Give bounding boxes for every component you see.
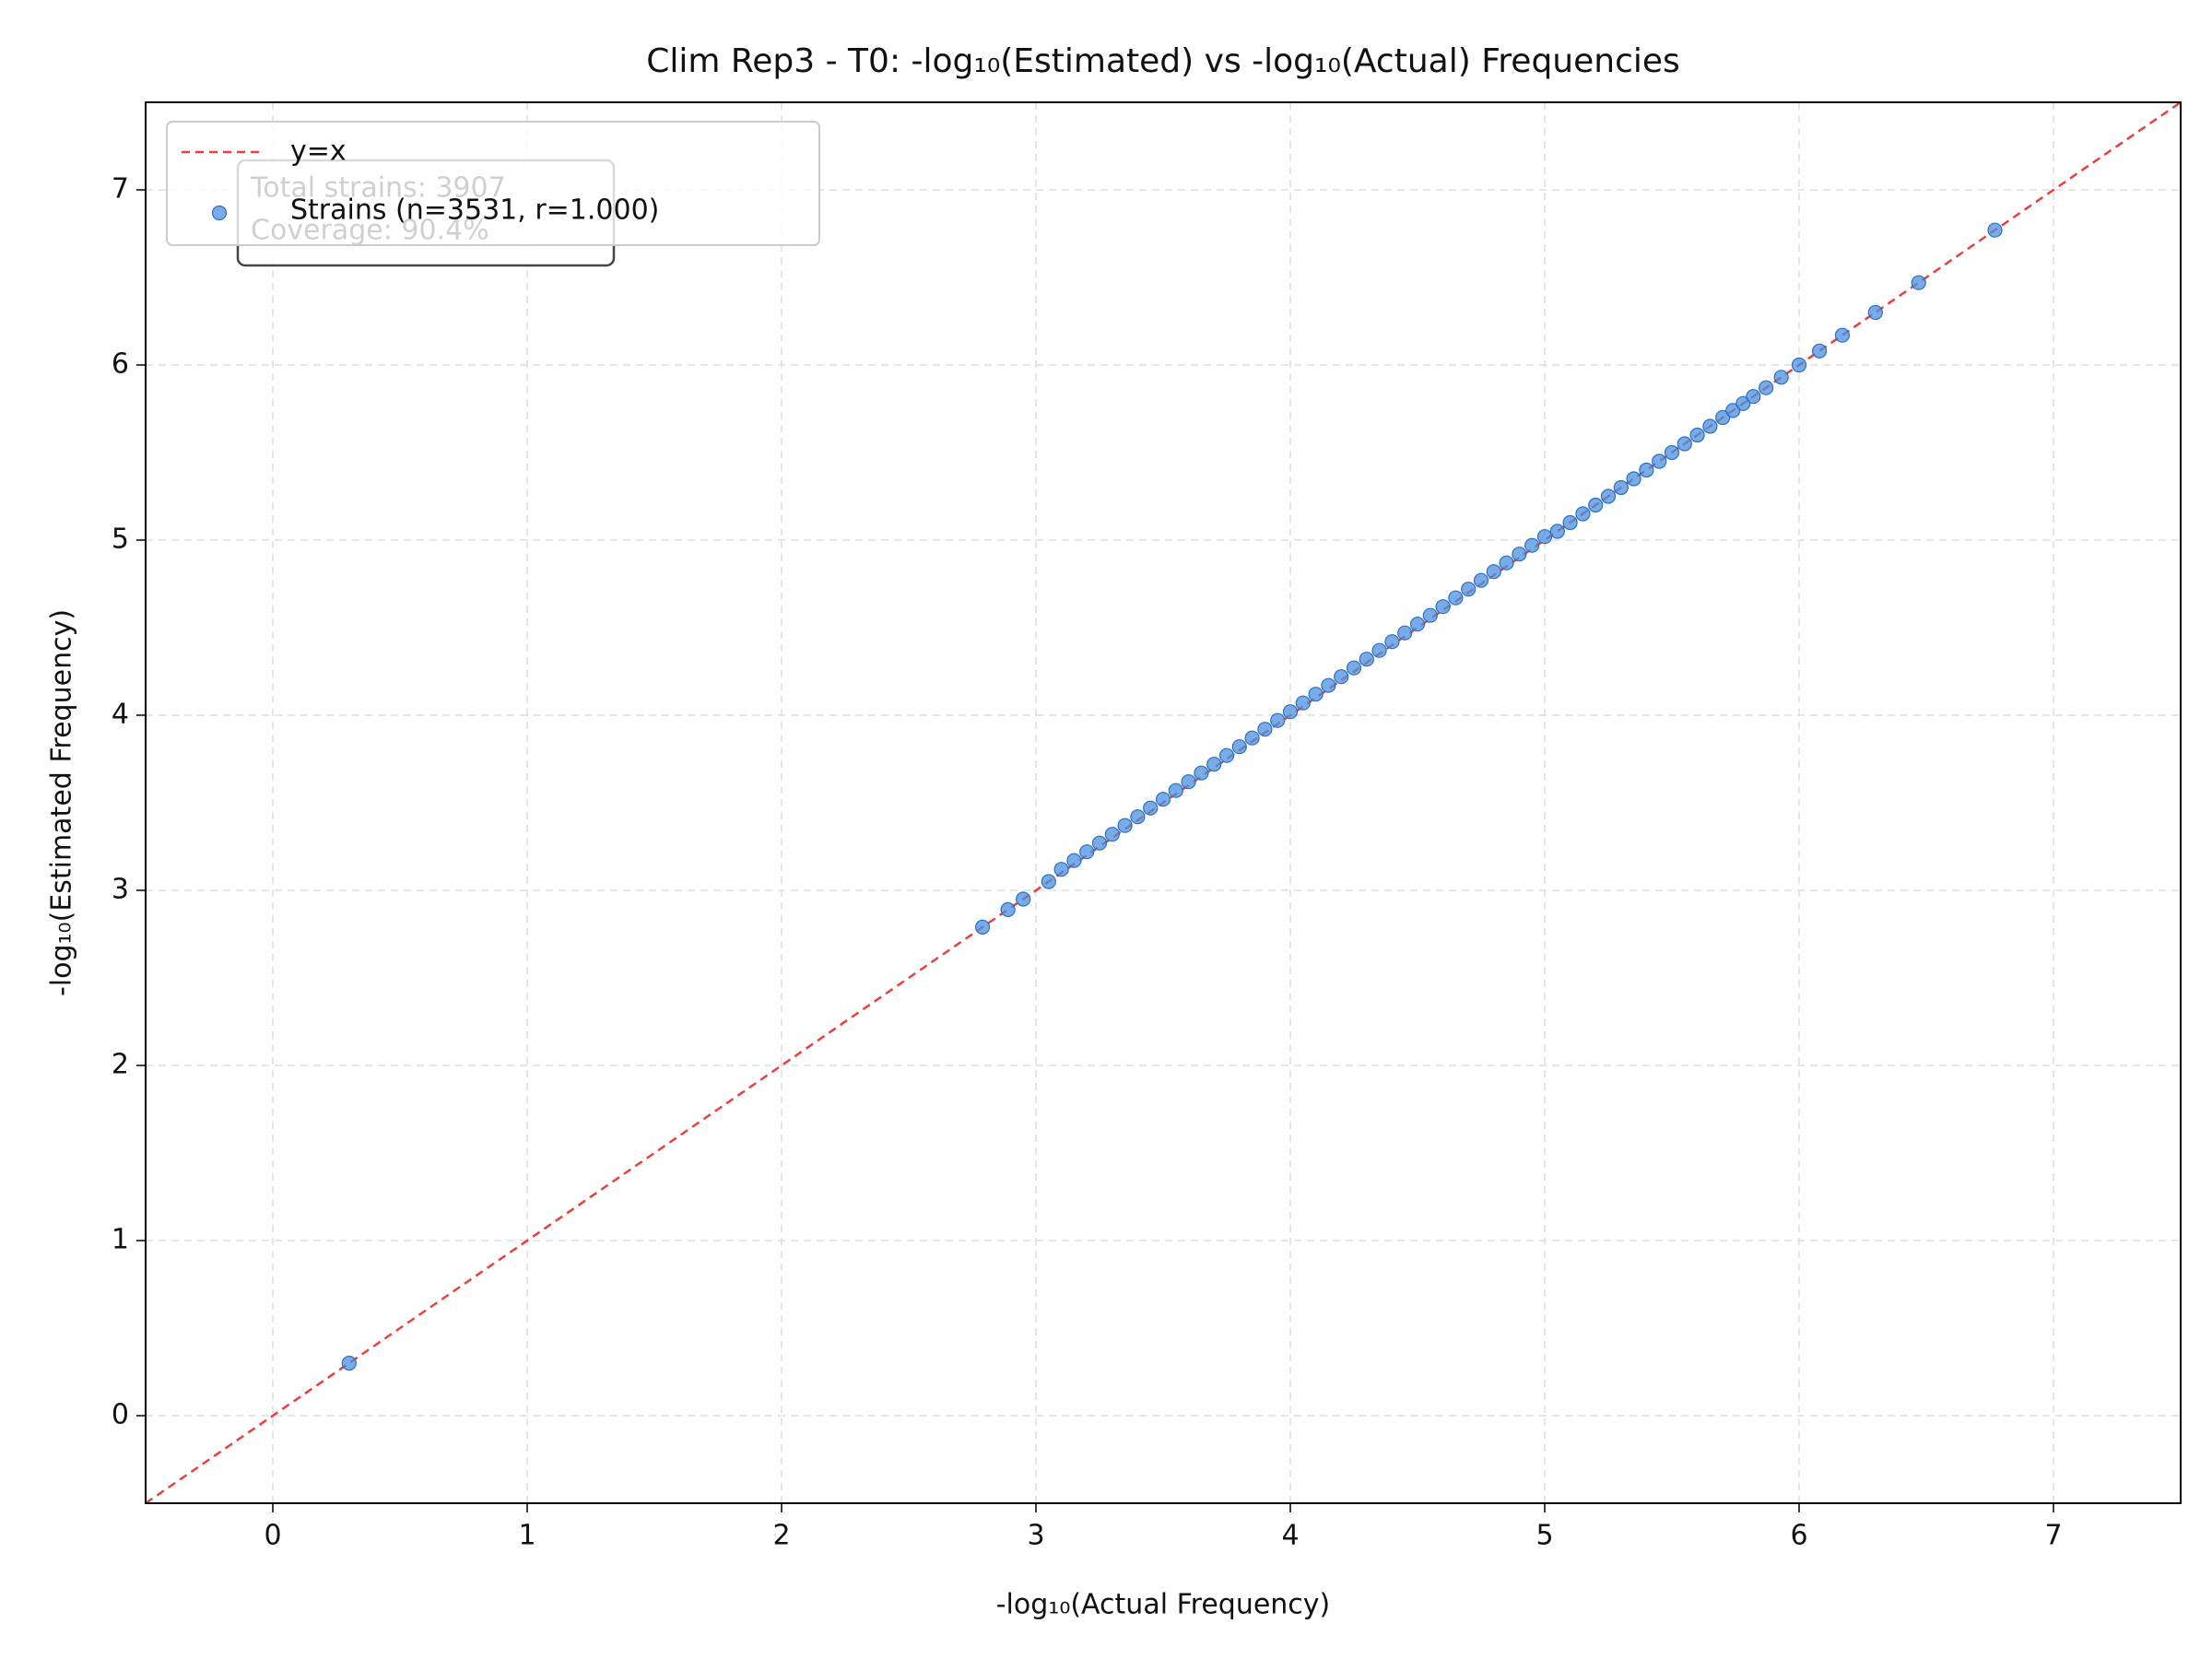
x-tick-label: 5 xyxy=(1535,1520,1553,1552)
y-tick-label: 6 xyxy=(112,348,129,381)
point xyxy=(1759,380,1774,395)
y-tick-label: 1 xyxy=(112,1224,129,1256)
point xyxy=(1448,590,1464,606)
point xyxy=(1308,687,1324,702)
point xyxy=(1066,853,1082,868)
point xyxy=(1218,747,1235,763)
point xyxy=(974,919,991,935)
point xyxy=(1000,901,1016,918)
legend-label: y=x xyxy=(290,135,347,168)
point xyxy=(1499,555,1514,571)
point xyxy=(1664,444,1680,461)
point xyxy=(1194,765,1209,781)
point xyxy=(1384,634,1400,650)
y-axis-label: -log₁₀(Estimated Frequency) xyxy=(46,609,78,996)
x-tick-label: 2 xyxy=(772,1520,790,1552)
point xyxy=(1746,389,1761,405)
x-tick-label: 4 xyxy=(1281,1520,1299,1552)
point xyxy=(1652,453,1667,469)
point xyxy=(1834,327,1851,343)
point xyxy=(1181,774,1196,790)
point xyxy=(1397,625,1413,641)
point xyxy=(341,1355,357,1371)
point xyxy=(1811,343,1828,359)
point xyxy=(1016,891,1031,907)
point xyxy=(1486,564,1501,580)
point xyxy=(1613,479,1629,496)
point xyxy=(1435,599,1451,615)
y-tick-label: 2 xyxy=(112,1049,129,1081)
point xyxy=(1321,677,1336,693)
point xyxy=(1206,757,1222,772)
point xyxy=(1231,739,1247,755)
legend-label: Strains (n=3531, r=1.000) xyxy=(290,194,659,227)
point xyxy=(1104,827,1120,842)
legend-box xyxy=(166,121,820,246)
point xyxy=(1053,862,1069,877)
point xyxy=(1346,660,1362,676)
point xyxy=(1155,792,1171,807)
point xyxy=(1536,529,1553,545)
y-tick-label: 7 xyxy=(112,173,129,206)
point xyxy=(1282,704,1299,720)
point xyxy=(1575,506,1591,522)
point xyxy=(1079,844,1095,860)
x-tick-label: 6 xyxy=(1790,1520,1807,1552)
point xyxy=(1791,357,1807,373)
point xyxy=(1600,488,1617,504)
point xyxy=(1130,809,1146,825)
x-tick-label: 7 xyxy=(2044,1520,2062,1552)
point xyxy=(1987,222,2003,238)
point xyxy=(1244,730,1260,746)
y-tick-label: 3 xyxy=(112,874,129,906)
point xyxy=(1677,436,1692,452)
point xyxy=(1867,304,1883,321)
y-tick-label: 0 xyxy=(112,1399,129,1431)
plot-frame xyxy=(145,101,2182,1504)
point xyxy=(1689,427,1705,443)
point xyxy=(1461,582,1477,597)
point xyxy=(1735,395,1751,411)
point xyxy=(1295,695,1311,711)
x-tick-label: 1 xyxy=(518,1520,535,1552)
point xyxy=(1168,782,1183,798)
point xyxy=(1422,607,1438,623)
point xyxy=(1725,403,1741,418)
point xyxy=(1773,370,1789,385)
point xyxy=(1588,497,1604,513)
point xyxy=(1270,712,1286,728)
point xyxy=(1524,537,1540,553)
point xyxy=(1473,572,1489,588)
point xyxy=(1257,722,1273,737)
point xyxy=(1562,514,1578,531)
point xyxy=(1911,275,1926,290)
point xyxy=(1702,418,1718,434)
legend-marker xyxy=(211,205,228,221)
point xyxy=(1334,669,1349,685)
point xyxy=(1549,524,1565,539)
point xyxy=(1117,818,1133,833)
point xyxy=(1091,835,1108,851)
y-tick-label: 4 xyxy=(112,699,129,731)
x-axis-label: -log₁₀(Actual Frequency) xyxy=(996,1589,1331,1621)
y-tick-label: 5 xyxy=(112,524,129,556)
point xyxy=(1371,642,1387,658)
point xyxy=(1512,547,1527,562)
point xyxy=(1639,462,1654,478)
x-tick-label: 3 xyxy=(1027,1520,1044,1552)
point xyxy=(1409,617,1426,632)
point xyxy=(1041,874,1056,889)
point xyxy=(1626,471,1641,487)
x-tick-label: 0 xyxy=(264,1520,281,1552)
chart-title: Clim Rep3 - T0: -log₁₀(Estimated) vs -lo… xyxy=(646,42,1680,80)
point xyxy=(1143,800,1159,816)
point xyxy=(1715,409,1731,426)
point xyxy=(1359,652,1374,667)
